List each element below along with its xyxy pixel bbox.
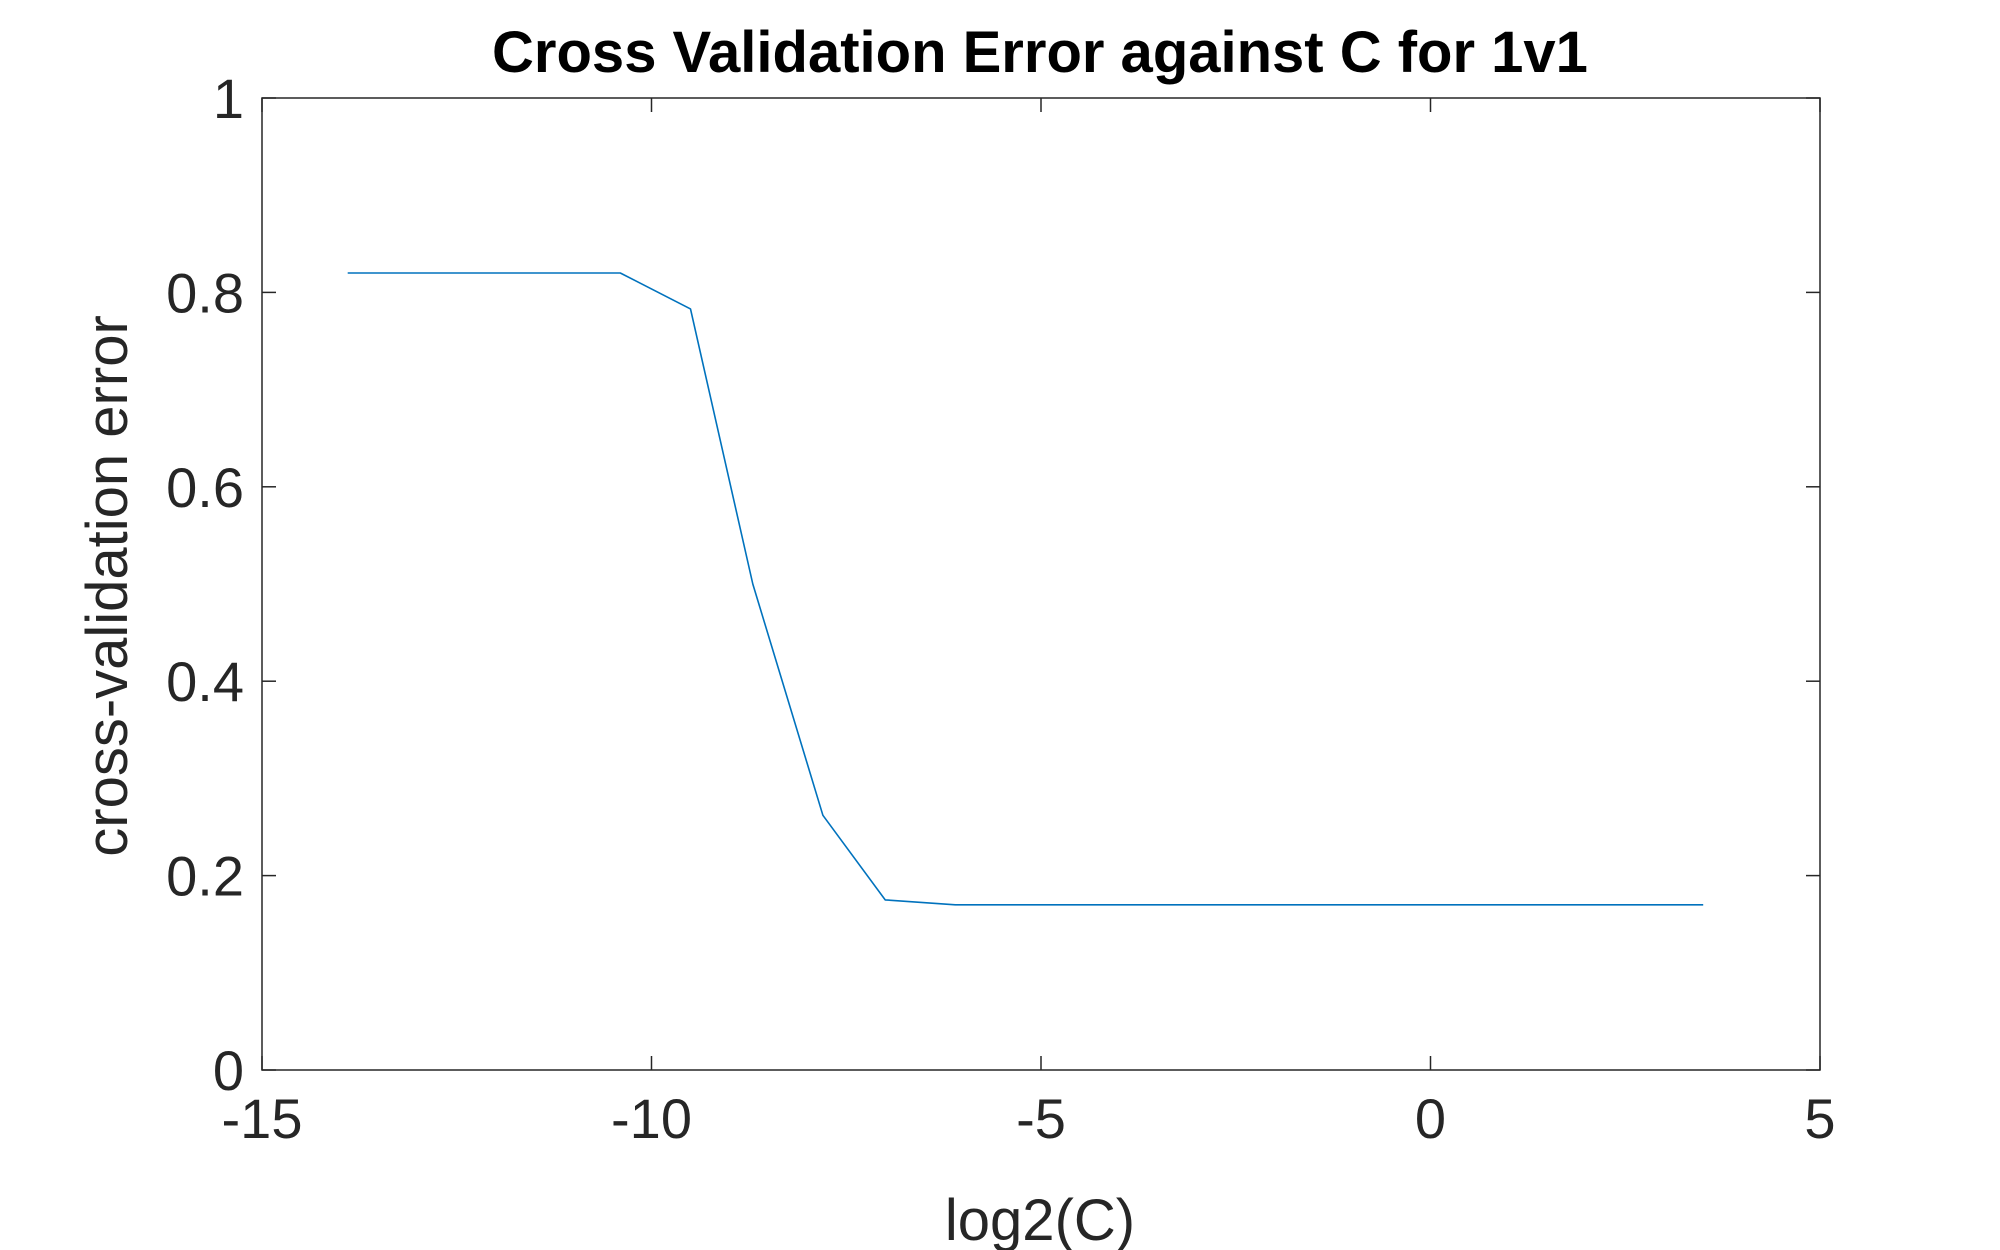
- y-tick-label: 0.4: [166, 650, 244, 713]
- x-tick-label: -5: [1016, 1087, 1066, 1150]
- series-line: [347, 272, 1704, 906]
- y-axis-tick-labels: 0 0.2 0.4 0.6 0.8 1: [166, 67, 244, 1102]
- y-tick-label: 0: [213, 1039, 244, 1102]
- y-tick-label: 0.2: [166, 845, 244, 908]
- x-tick-label: -10: [611, 1087, 692, 1150]
- x-axis-ticks: [261, 98, 1821, 1070]
- x-axis-label: log2(C): [945, 1188, 1135, 1250]
- y-tick-label: 0.6: [166, 456, 244, 519]
- chart-title: Cross Validation Error against C for 1v1: [492, 20, 1588, 85]
- x-axis-tick-labels: -15 -10 -5 0 5: [222, 1087, 1836, 1150]
- x-tick-label: 0: [1415, 1087, 1446, 1150]
- y-axis-label: cross-validation error: [75, 315, 140, 857]
- y-axis-ticks: [262, 97, 1820, 1071]
- x-tick-label: -15: [222, 1087, 303, 1150]
- y-tick-label: 1: [213, 67, 244, 130]
- y-tick-label: 0.8: [166, 261, 244, 324]
- series-layer: [347, 272, 1704, 906]
- plot-area: [261, 97, 1821, 1071]
- axes-box: [261, 97, 1821, 1071]
- x-tick-label: 5: [1804, 1087, 1835, 1150]
